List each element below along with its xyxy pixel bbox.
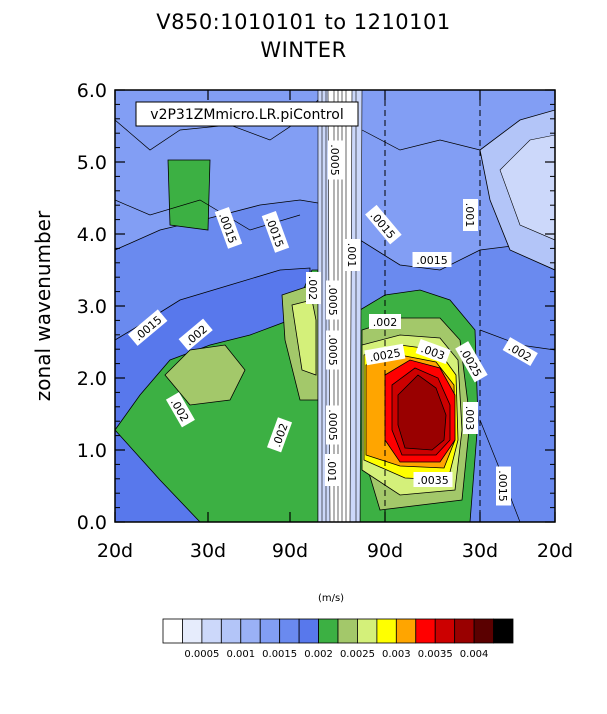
y-tick-label: 2.0 [77,368,107,390]
contour-label: .0025 [364,343,406,366]
colorbar-swatch [279,618,300,644]
x-tick-label: 30d [190,540,226,562]
svg-text:.0005: .0005 [326,334,339,366]
x-tick-label: 90d [367,540,403,562]
y-tick-label: 3.0 [77,296,107,318]
colorbar-swatch [395,618,417,644]
region-lighter-right [499,134,555,241]
colorbar-swatch [318,618,339,644]
colorbar-tick-label: 0.0015 [262,649,297,660]
contour-label: .0015 [496,466,511,506]
svg-text:.002: .002 [373,316,398,329]
contour-label: .0035 [413,472,453,487]
y-tick-label: 1.0 [77,440,107,462]
colorbar [162,618,514,644]
svg-text:.0005: .0005 [326,409,339,441]
x-tick-label: 30d [462,540,498,562]
region-0025-left [164,344,246,406]
colorbar-swatch [473,618,494,644]
contour-label: .0005 [326,330,341,370]
svg-text:.0005: .0005 [328,144,341,176]
chart-title: V850:1010101 to 1210101 [156,10,451,34]
y-tick-label: 0.0 [77,512,107,534]
colorbar-swatch [201,618,222,644]
colorbar-swatch [259,618,281,644]
contour-label: .003 [463,402,478,434]
svg-text:.001: .001 [325,458,338,483]
contour-label: .0005 [326,280,341,320]
colorbar-swatch [376,618,397,644]
contour-label: .001 [345,239,360,271]
contour-label: .0005 [328,140,343,180]
colorbar-tick-labels: 0.0005 0.001 0.0015 0.002 0.0025 0.003 0.0035 0… [184,649,488,660]
svg-text:.0005: .0005 [326,284,339,316]
colorbar-swatch [240,618,261,644]
contour-label: .002 [306,272,321,304]
y-tick-label: 5.0 [77,152,107,174]
colorbar-swatch [454,618,475,644]
colorbar-swatch [182,618,203,644]
colorbar-tick-label: 0.0035 [418,649,453,660]
y-axis-label: zonal wavenumber [31,210,55,401]
contour-label: .001 [325,454,340,486]
colorbar-tick-label: 0.004 [460,649,489,660]
contour-label: .0005 [326,405,341,445]
colorbar-tick-label: 0.001 [226,649,255,660]
svg-text:.0025: .0025 [368,346,401,364]
colorbar-swatch [493,618,514,644]
x-tick-label: 20d [537,540,573,562]
annotation-text: v2P31ZMmicro.LR.piControl [150,107,343,123]
svg-text:.001: .001 [463,203,476,228]
colorbar-swatch [434,618,456,644]
svg-text:.002: .002 [306,276,319,301]
x-axis: 20d 30d 90d 90d 30d 20d [97,90,573,562]
colorbar-tick-label: 0.0025 [340,649,375,660]
x-tick-label: 20d [97,540,133,562]
colorbar-swatch [357,618,378,644]
colorbar-swatch [162,618,183,644]
y-axis: 0.0 1.0 2.0 3.0 4.0 5.0 6.0 [77,80,555,534]
chart-subtitle: WINTER [260,38,347,62]
svg-text:.001: .001 [345,243,358,268]
colorbar-swatch [415,618,436,644]
contour-label: .0015 [412,252,452,267]
colorbar-tick-label: 0.003 [382,649,411,660]
annotation-box [135,101,359,127]
svg-text:.0015: .0015 [496,470,509,502]
x-tick-label: 90d [272,540,308,562]
svg-text:.003: .003 [463,406,476,431]
svg-text:.0035: .0035 [417,474,449,487]
colorbar-unit: (m/s) [318,593,344,604]
contour-label: .002 [369,314,401,329]
y-tick-label: 6.0 [77,80,107,102]
colorbar-tick-label: 0.002 [304,649,333,660]
contour-label: .001 [463,199,478,231]
svg-text:.0015: .0015 [416,254,448,267]
colorbar-swatch [337,618,358,644]
colorbar-swatch [220,618,242,644]
region-002-topleft [167,159,211,231]
colorbar-swatch [298,618,319,644]
y-tick-label: 4.0 [77,224,107,246]
colorbar-tick-label: 0.0005 [184,649,219,660]
region-maroon [397,374,447,451]
